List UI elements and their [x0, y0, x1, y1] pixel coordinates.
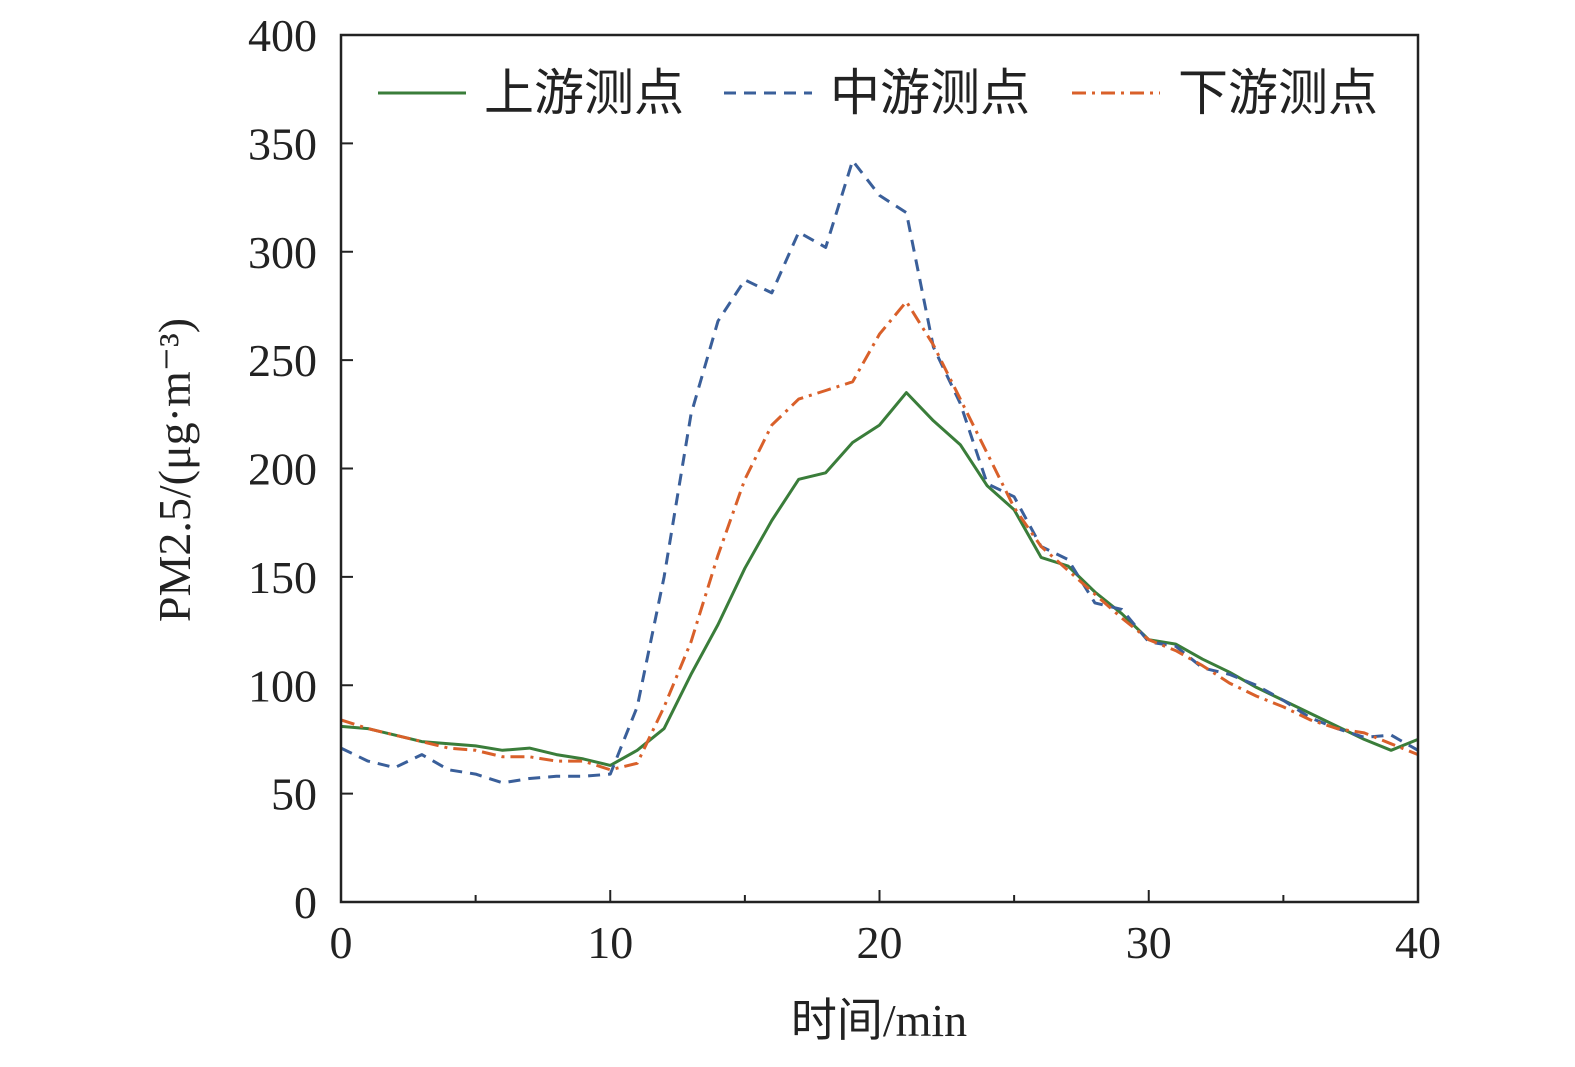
y-tick-label: 0	[294, 877, 317, 928]
x-tick-label: 0	[330, 917, 353, 968]
axis-ticks	[340, 34, 1419, 903]
x-axis-label: 时间/min	[791, 995, 967, 1046]
x-tick-label: 40	[1395, 917, 1441, 968]
plot-area-frame	[339, 33, 1420, 904]
x-tick-label: 10	[587, 917, 633, 968]
y-tick-label: 250	[248, 335, 317, 386]
y-tick-label: 50	[271, 769, 317, 820]
legend-label-midstream: 中游测点	[830, 65, 1030, 121]
legend-label-downstream: 下游测点	[1178, 65, 1378, 121]
x-axis-tick-labels: 0 10 20 30 40	[330, 917, 1442, 968]
y-tick-label: 350	[248, 118, 317, 169]
series-line-upstream	[340, 391, 1419, 767]
legend-label-upstream: 上游测点	[484, 65, 684, 121]
y-axis-tick-labels: 0 50 100 150 200 250 300 350 400	[248, 10, 317, 928]
y-tick-label: 100	[248, 660, 317, 711]
y-axis-label: PM2.5/(μg·m⁻³)	[149, 318, 200, 622]
y-tick-label: 150	[248, 552, 317, 603]
series-line-downstream	[340, 300, 1419, 772]
y-tick-label: 200	[248, 444, 317, 495]
y-tick-label: 400	[248, 10, 317, 61]
series-line-midstream	[340, 159, 1419, 785]
series-lines	[340, 159, 1419, 785]
legend: 上游测点 中游测点 下游测点	[378, 65, 1378, 121]
x-tick-label: 30	[1126, 917, 1172, 968]
x-tick-label: 20	[857, 917, 903, 968]
y-tick-label: 300	[248, 227, 317, 278]
